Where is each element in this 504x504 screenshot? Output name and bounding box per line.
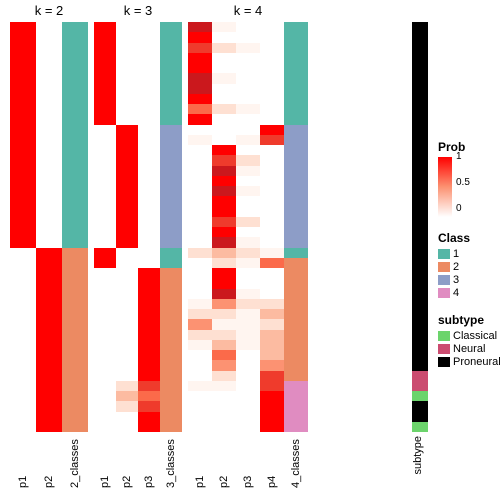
- panel-title: k = 4: [188, 3, 308, 18]
- x-label: p1: [10, 432, 36, 492]
- legend-title-prob: Prob: [438, 140, 502, 154]
- subtype-label: subtype: [412, 436, 428, 475]
- x-label: p2: [212, 432, 236, 492]
- heatmap: [188, 22, 308, 432]
- x-axis-labels: p1p22_classes: [10, 432, 88, 492]
- prob-gradient: [438, 157, 452, 217]
- x-label: 3_classes: [160, 432, 182, 492]
- x-label: p3: [236, 432, 260, 492]
- legend-area: Prob10.50Class1234subtypeClassicalNeural…: [438, 140, 502, 369]
- class-column: [62, 22, 88, 432]
- heatmap-column: [260, 22, 284, 432]
- heatmap-column: [212, 22, 236, 432]
- panel: p1p2p3p44_classes: [188, 22, 308, 492]
- swatch: [438, 331, 450, 341]
- x-axis-labels: p1p2p3p44_classes: [188, 432, 308, 492]
- x-label: p1: [188, 432, 212, 492]
- panel-title: k = 3: [94, 3, 182, 18]
- x-label: 2_classes: [62, 432, 88, 492]
- heatmap-column: [36, 22, 62, 432]
- x-label: p3: [138, 432, 160, 492]
- heatmap-column: [236, 22, 260, 432]
- class-column: [160, 22, 182, 432]
- panel: p1p22_classes: [10, 22, 88, 492]
- legend-subtype: subtypeClassicalNeuralProneural: [438, 313, 502, 368]
- x-label: 4_classes: [284, 432, 308, 492]
- heatmap-column: [10, 22, 36, 432]
- heatmap: [10, 22, 88, 432]
- heatmap: [94, 22, 182, 432]
- heatmap-column: [116, 22, 138, 432]
- swatch: [438, 288, 450, 298]
- swatch: [438, 344, 450, 354]
- panels-container: p1p22_classesp1p2p33_classesp1p2p3p44_cl…: [10, 22, 308, 492]
- swatch: [438, 262, 450, 272]
- x-label: p4: [260, 432, 284, 492]
- heatmap-column: [138, 22, 160, 432]
- x-axis-labels: p1p2p33_classes: [94, 432, 182, 492]
- x-label: p2: [116, 432, 138, 492]
- subtype-column: [412, 22, 428, 432]
- heatmap-column: [94, 22, 116, 432]
- swatch: [438, 357, 450, 367]
- class-column: [284, 22, 308, 432]
- panel-title: k = 2: [10, 3, 88, 18]
- swatch: [438, 275, 450, 285]
- swatch: [438, 249, 450, 259]
- heatmap-column: [188, 22, 212, 432]
- panel: p1p2p33_classes: [94, 22, 182, 492]
- x-label: p2: [36, 432, 62, 492]
- x-label: p1: [94, 432, 116, 492]
- legend-class: Class1234: [438, 231, 502, 299]
